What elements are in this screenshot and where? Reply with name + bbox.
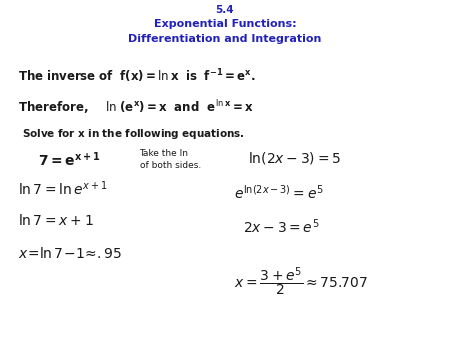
Text: $\ln 7 = x + 1$: $\ln 7 = x + 1$ — [18, 213, 94, 228]
Text: 5.4: 5.4 — [216, 5, 234, 15]
Text: Differentiation and Integration: Differentiation and Integration — [128, 34, 322, 44]
Text: $\mathbf{Therefore,\ \ \ \ \ln\,(e^x) = x\ \ and\ \ e^{\,\ln x} = x}$: $\mathbf{Therefore,\ \ \ \ \ln\,(e^x) = … — [18, 98, 254, 116]
Text: Take the ln
of both sides.: Take the ln of both sides. — [140, 149, 201, 170]
Text: $\mathbf{The\ inverse\ of\ \ f(x) = \ln x\ \ is\ \ f^{-1} = e^x.}$: $\mathbf{The\ inverse\ of\ \ f(x) = \ln … — [18, 68, 256, 85]
Text: $x\!=\!\ln 7\!-\!1\!\approx\!.95$: $x\!=\!\ln 7\!-\!1\!\approx\!.95$ — [18, 246, 122, 261]
Text: $x = \dfrac{3+e^5}{2} \approx 75.707$: $x = \dfrac{3+e^5}{2} \approx 75.707$ — [234, 265, 368, 298]
Text: $\mathbf{Solve\ for\ x\ in\ the\ following\ equations.}$: $\mathbf{Solve\ for\ x\ in\ the\ followi… — [22, 127, 245, 141]
Text: $\ln(2x-3)=5$: $\ln(2x-3)=5$ — [248, 150, 341, 166]
Text: $\ln 7 = \ln e^{x+1}$: $\ln 7 = \ln e^{x+1}$ — [18, 180, 108, 198]
Text: $\mathbf{7=e^{x+1}}$: $\mathbf{7=e^{x+1}}$ — [38, 150, 101, 169]
Text: Exponential Functions:: Exponential Functions: — [154, 19, 296, 29]
Text: $2x-3=e^5$: $2x-3=e^5$ — [243, 217, 320, 236]
Text: $e^{\ln(2x-3)}=e^5$: $e^{\ln(2x-3)}=e^5$ — [234, 184, 324, 202]
